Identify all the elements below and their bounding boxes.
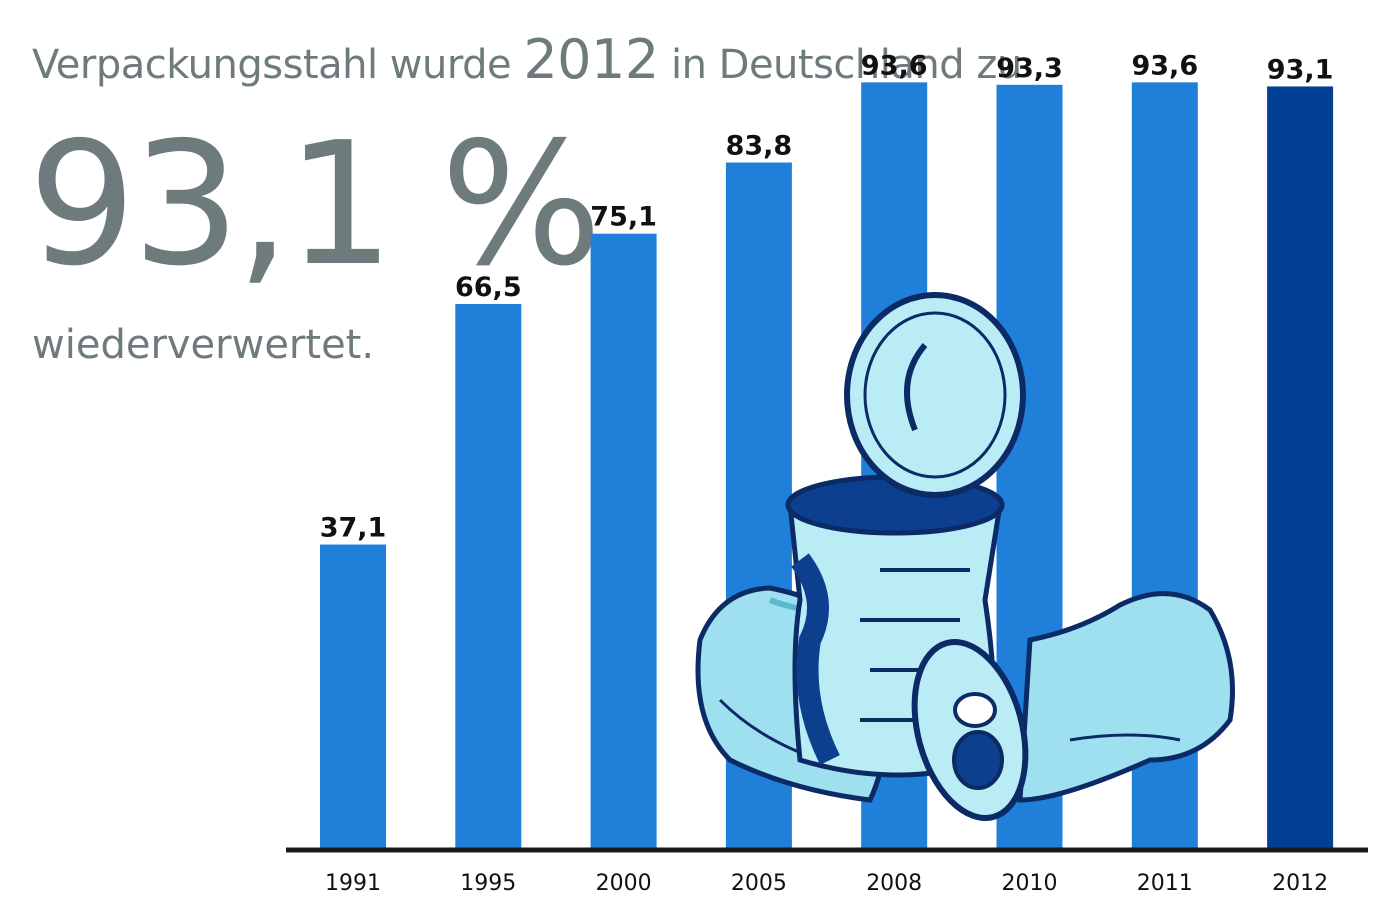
tick-labels-group: 1991 1995 2000 2005 2008 2010 2011 2012 [325,871,1328,896]
value-label-2010: 93,3 [996,53,1063,84]
value-label-2005: 83,8 [726,131,793,162]
headline: Verpackungsstahl wurde 2012 in Deutschla… [32,28,1022,91]
headline-year: 2012 [523,28,659,91]
bar-2000 [590,233,657,848]
value-label-1991: 37,1 [320,513,387,544]
value-labels-group: 37,1 66,5 75,1 83,8 93,6 93,3 93,6 93,1 [320,50,1334,543]
headline-before: Verpackungsstahl wurde [32,42,524,88]
value-label-2008: 93,6 [861,50,928,81]
value-label-2012: 93,1 [1267,54,1334,85]
headline-after: in Deutschland zu [658,42,1022,88]
x-tick-label-1991: 1991 [325,871,381,896]
x-tick-label-2000: 2000 [596,871,652,896]
subline: wiederverwertet. [32,322,375,368]
x-tick-label-2012: 2012 [1272,871,1328,896]
x-tick-label-2010: 2010 [1002,871,1058,896]
x-tick-label-1995: 1995 [460,871,516,896]
bar-2012 [1267,86,1334,848]
value-label-1995: 66,5 [455,272,522,303]
big-percentage-value: 93,1 % [28,106,602,304]
x-tick-label-2008: 2008 [866,871,922,896]
bar-1991 [320,544,386,848]
bar-1995 [455,304,522,848]
crushed-cans-illustration [695,292,1235,821]
value-label-2000: 75,1 [590,202,657,233]
x-tick-label-2011: 2011 [1137,871,1193,896]
value-label-2011: 93,6 [1131,50,1198,81]
x-tick-label-2005: 2005 [731,871,787,896]
